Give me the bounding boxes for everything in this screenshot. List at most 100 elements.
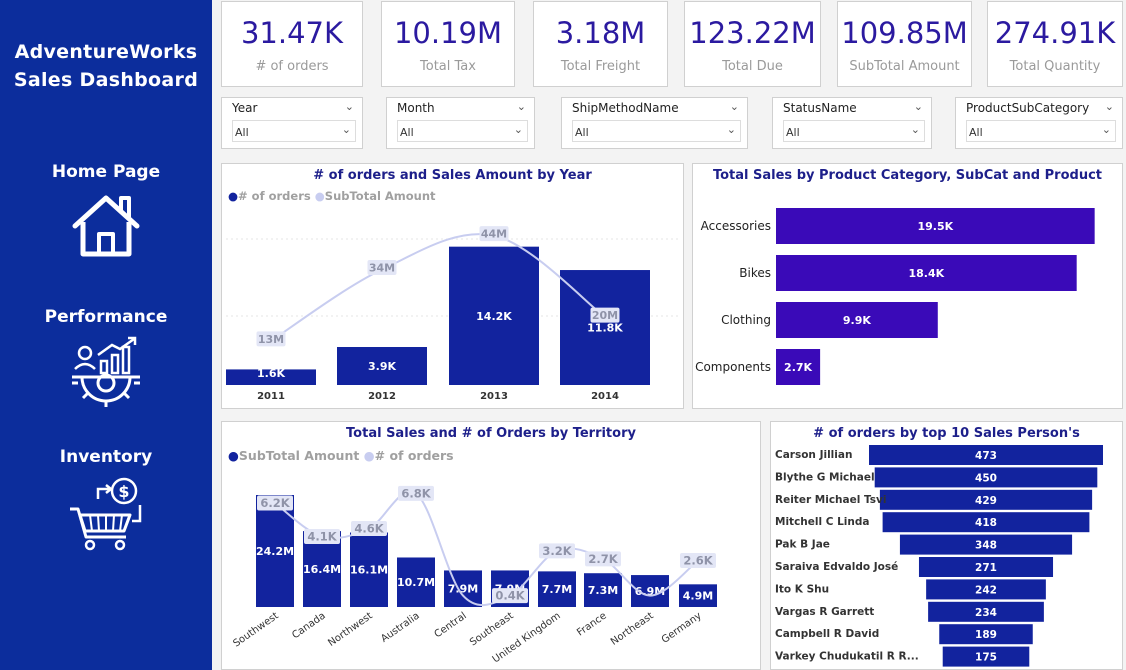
chart-legend: ●SubTotal Amount ●# of orders: [228, 448, 454, 463]
kpi-value: 123.22M: [689, 16, 816, 50]
bar: [449, 246, 539, 385]
chevron-down-icon: ⌄: [1101, 123, 1111, 136]
slicer-year[interactable]: Year ⌄ All ⌄: [221, 97, 363, 149]
bar: [560, 270, 650, 385]
line-data-label: 6.2K: [260, 496, 290, 510]
slicer-value: All: [969, 126, 983, 139]
chevron-down-icon[interactable]: ⌄: [344, 100, 354, 113]
performance-icon: [72, 336, 140, 407]
slicer-product-sub-category[interactable]: ProductSubCategory ⌄ All ⌄: [955, 97, 1123, 149]
y-tick-label: Vargas R Garrett: [775, 606, 874, 618]
line-data-label: 2.7K: [588, 552, 618, 566]
chevron-down-icon[interactable]: ⌄: [1104, 100, 1114, 113]
bar-data-label: 16.1M: [350, 564, 388, 577]
bar-data-label: 348: [975, 540, 997, 552]
bar-data-label: 175: [975, 652, 997, 664]
chevron-down-icon[interactable]: ⌄: [516, 100, 526, 113]
bar-data-label: 7.9M: [448, 583, 478, 596]
line-data-label: 3.2K: [542, 544, 572, 558]
bar: [679, 584, 717, 607]
bar-data-label: 24.2M: [256, 545, 294, 558]
slicer-ship-method-name[interactable]: ShipMethodName ⌄ All ⌄: [561, 97, 748, 149]
bar-data-label: 11.8K: [587, 322, 623, 335]
kpi-card-total-freight: 3.18M Total Freight: [533, 1, 668, 87]
legend-item: # of orders: [238, 189, 311, 203]
legend-item: # of orders: [374, 448, 454, 463]
slicer-value: All: [575, 126, 589, 139]
kpi-value: 274.91K: [994, 16, 1116, 50]
y-tick-label: Saraiva Edvaldo José: [775, 561, 898, 573]
bar-data-label: 234: [975, 607, 997, 619]
line-data-label-bg: [680, 552, 716, 568]
line-data-label-bg: [539, 543, 575, 559]
chart-svg: 2011 2012 2013 2014 1.6K 13M 3.9K 34M 14.2K 44M 11…: [226, 226, 679, 402]
slicer-status-name[interactable]: StatusName ⌄ All ⌄: [772, 97, 932, 149]
slicer-dropdown[interactable]: All ⌄: [966, 120, 1116, 142]
bar-data-label: 271: [975, 562, 997, 574]
line-data-label: 44M: [481, 228, 507, 241]
line-data-label-bg: [304, 529, 340, 545]
nav-inventory[interactable]: Inventory $: [0, 447, 212, 555]
house-icon: [72, 195, 140, 257]
x-tick-label: 2012: [368, 391, 396, 402]
slicer-title: ShipMethodName: [572, 101, 679, 115]
slicer-value: All: [400, 126, 414, 139]
y-tick-label: Pak B Jae: [775, 539, 830, 551]
y-tick-label: Components: [695, 360, 771, 374]
bar: [397, 557, 435, 607]
nav-home-page[interactable]: Home Page: [0, 162, 212, 260]
kpi-card-total-quantity: 274.91K Total Quantity: [987, 1, 1123, 87]
slicer-dropdown[interactable]: All ⌄: [232, 120, 356, 142]
bar-data-label: 7.3M: [588, 584, 618, 597]
slicer-dropdown[interactable]: All ⌄: [397, 120, 528, 142]
bar-data-label: 429: [975, 495, 997, 507]
bar: [882, 512, 1090, 533]
slicer-dropdown[interactable]: All ⌄: [572, 120, 741, 142]
nav-performance[interactable]: Performance: [0, 307, 212, 409]
line-data-label-bg: [590, 307, 620, 323]
brand-title: AdventureWorks Sales Dashboard: [0, 38, 212, 94]
chevron-down-icon: ⌄: [910, 123, 920, 136]
bar: [226, 369, 316, 385]
svg-text:$: $: [118, 482, 129, 501]
line-data-label: 0.4K: [495, 589, 525, 603]
bar: [538, 571, 576, 607]
kpi-card-total-due: 123.22M Total Due: [684, 1, 821, 87]
chevron-down-icon: ⌄: [726, 123, 736, 136]
bar-data-label: 473: [975, 450, 997, 462]
sidebar: AdventureWorks Sales Dashboard Home Page…: [0, 0, 212, 670]
x-tick-label: Northwest: [326, 610, 375, 649]
chevron-down-icon[interactable]: ⌄: [913, 100, 923, 113]
x-tick-label: Canada: [290, 610, 327, 641]
x-tick-label: Northeast: [609, 610, 656, 647]
y-tick-label: Clothing: [721, 313, 771, 327]
bar: [350, 532, 388, 607]
chart-title: Total Sales and # of Orders by Territory: [346, 426, 636, 441]
slicer-title: ProductSubCategory: [966, 101, 1090, 115]
y-tick-label: Carson Jillian: [775, 449, 852, 461]
kpi-value: 109.85M: [841, 16, 968, 50]
x-tick-label: 2011: [257, 391, 285, 402]
slicer-title: StatusName: [783, 101, 857, 115]
line-data-label-bg: [257, 495, 293, 511]
chevron-down-icon[interactable]: ⌄: [729, 100, 739, 113]
line-data-label-bg: [256, 331, 286, 347]
line-data-label-bg: [367, 260, 397, 276]
line-data-label: 6.8K: [401, 486, 431, 500]
chart-title: Total Sales by Product Category, SubCat …: [712, 168, 1102, 183]
bar: [776, 349, 821, 385]
kpi-label: # of orders: [255, 59, 329, 74]
slicer-month[interactable]: Month ⌄ All ⌄: [386, 97, 535, 149]
line-data-label: 34M: [369, 262, 395, 275]
chart-title: # of orders and Sales Amount by Year: [313, 168, 592, 183]
bar: [869, 445, 1103, 465]
chart-orders-sales-by-year: # of orders and Sales Amount by Year ●# …: [221, 163, 684, 409]
brand-line-1: AdventureWorks: [14, 41, 198, 63]
bar: [776, 255, 1077, 291]
slicer-value: All: [786, 126, 800, 139]
bar-data-label: 18.4K: [909, 267, 945, 280]
bar: [337, 347, 427, 385]
x-tick-label: Southwest: [231, 610, 280, 649]
bar: [918, 557, 1054, 577]
slicer-dropdown[interactable]: All ⌄: [783, 120, 925, 142]
